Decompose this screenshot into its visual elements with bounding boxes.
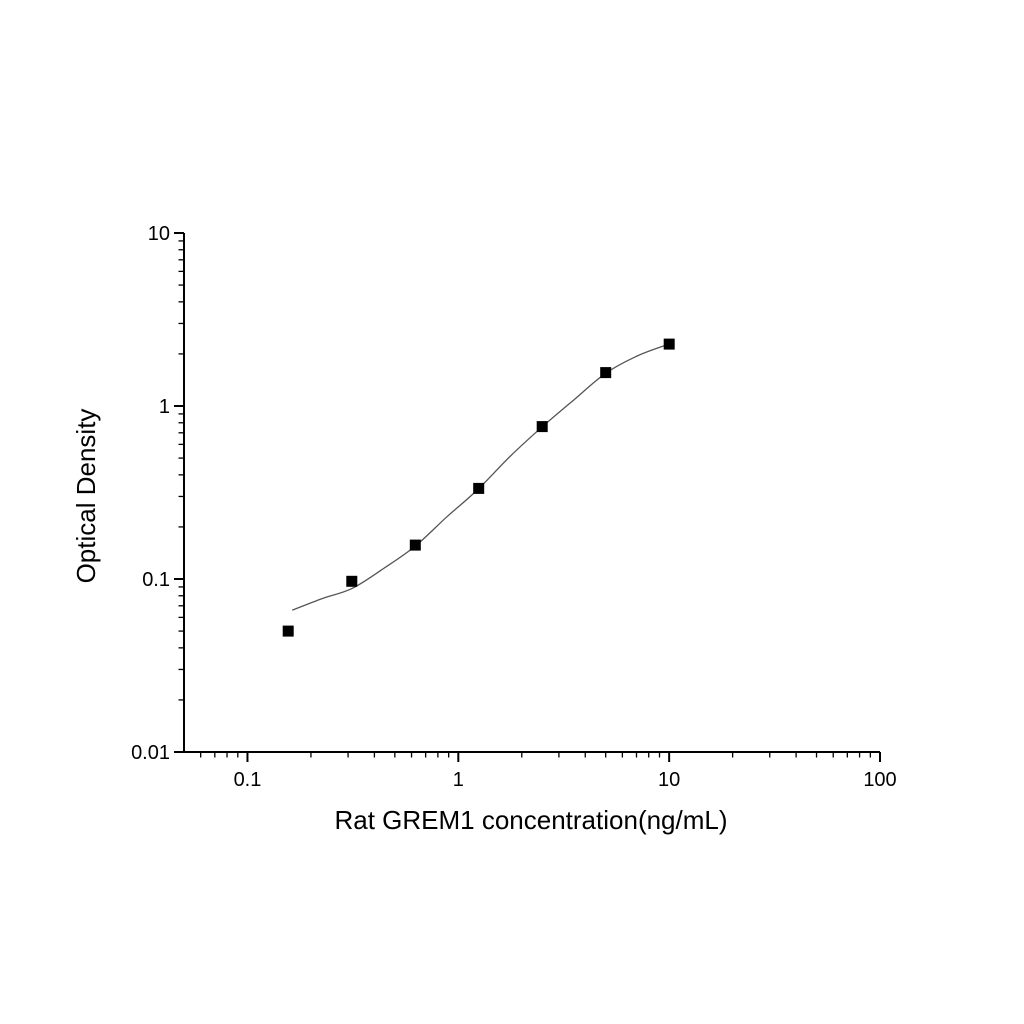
data-point-marker [536,421,548,433]
y-tick-label: 1 [159,396,170,418]
x-axis-ticks [200,752,881,762]
data-point-marker [409,539,421,551]
y-axis-ticks [174,232,184,753]
x-axis-tick-labels: 0.1 1 10 100 [234,769,897,791]
x-tick-label: 0.1 [234,769,262,791]
data-point-marker [663,338,675,350]
data-point-marker [600,367,612,379]
y-axis-tick-labels: 0.01 0.1 1 10 [131,223,170,764]
y-tick-label: 0.1 [142,569,170,591]
data-point-marker [473,482,485,494]
x-axis-title: Rat GREM1 concentration(ng/mL) [334,805,727,835]
x-tick-label: 100 [863,769,896,791]
data-point-marker [282,625,294,637]
x-tick-label: 1 [453,769,464,791]
data-point-marker [346,575,358,587]
y-tick-label: 10 [148,223,170,245]
x-tick-label: 10 [658,769,680,791]
data-point-markers [282,338,675,637]
y-axis-title: Optical Density [71,409,101,584]
y-tick-label: 0.01 [131,742,170,764]
